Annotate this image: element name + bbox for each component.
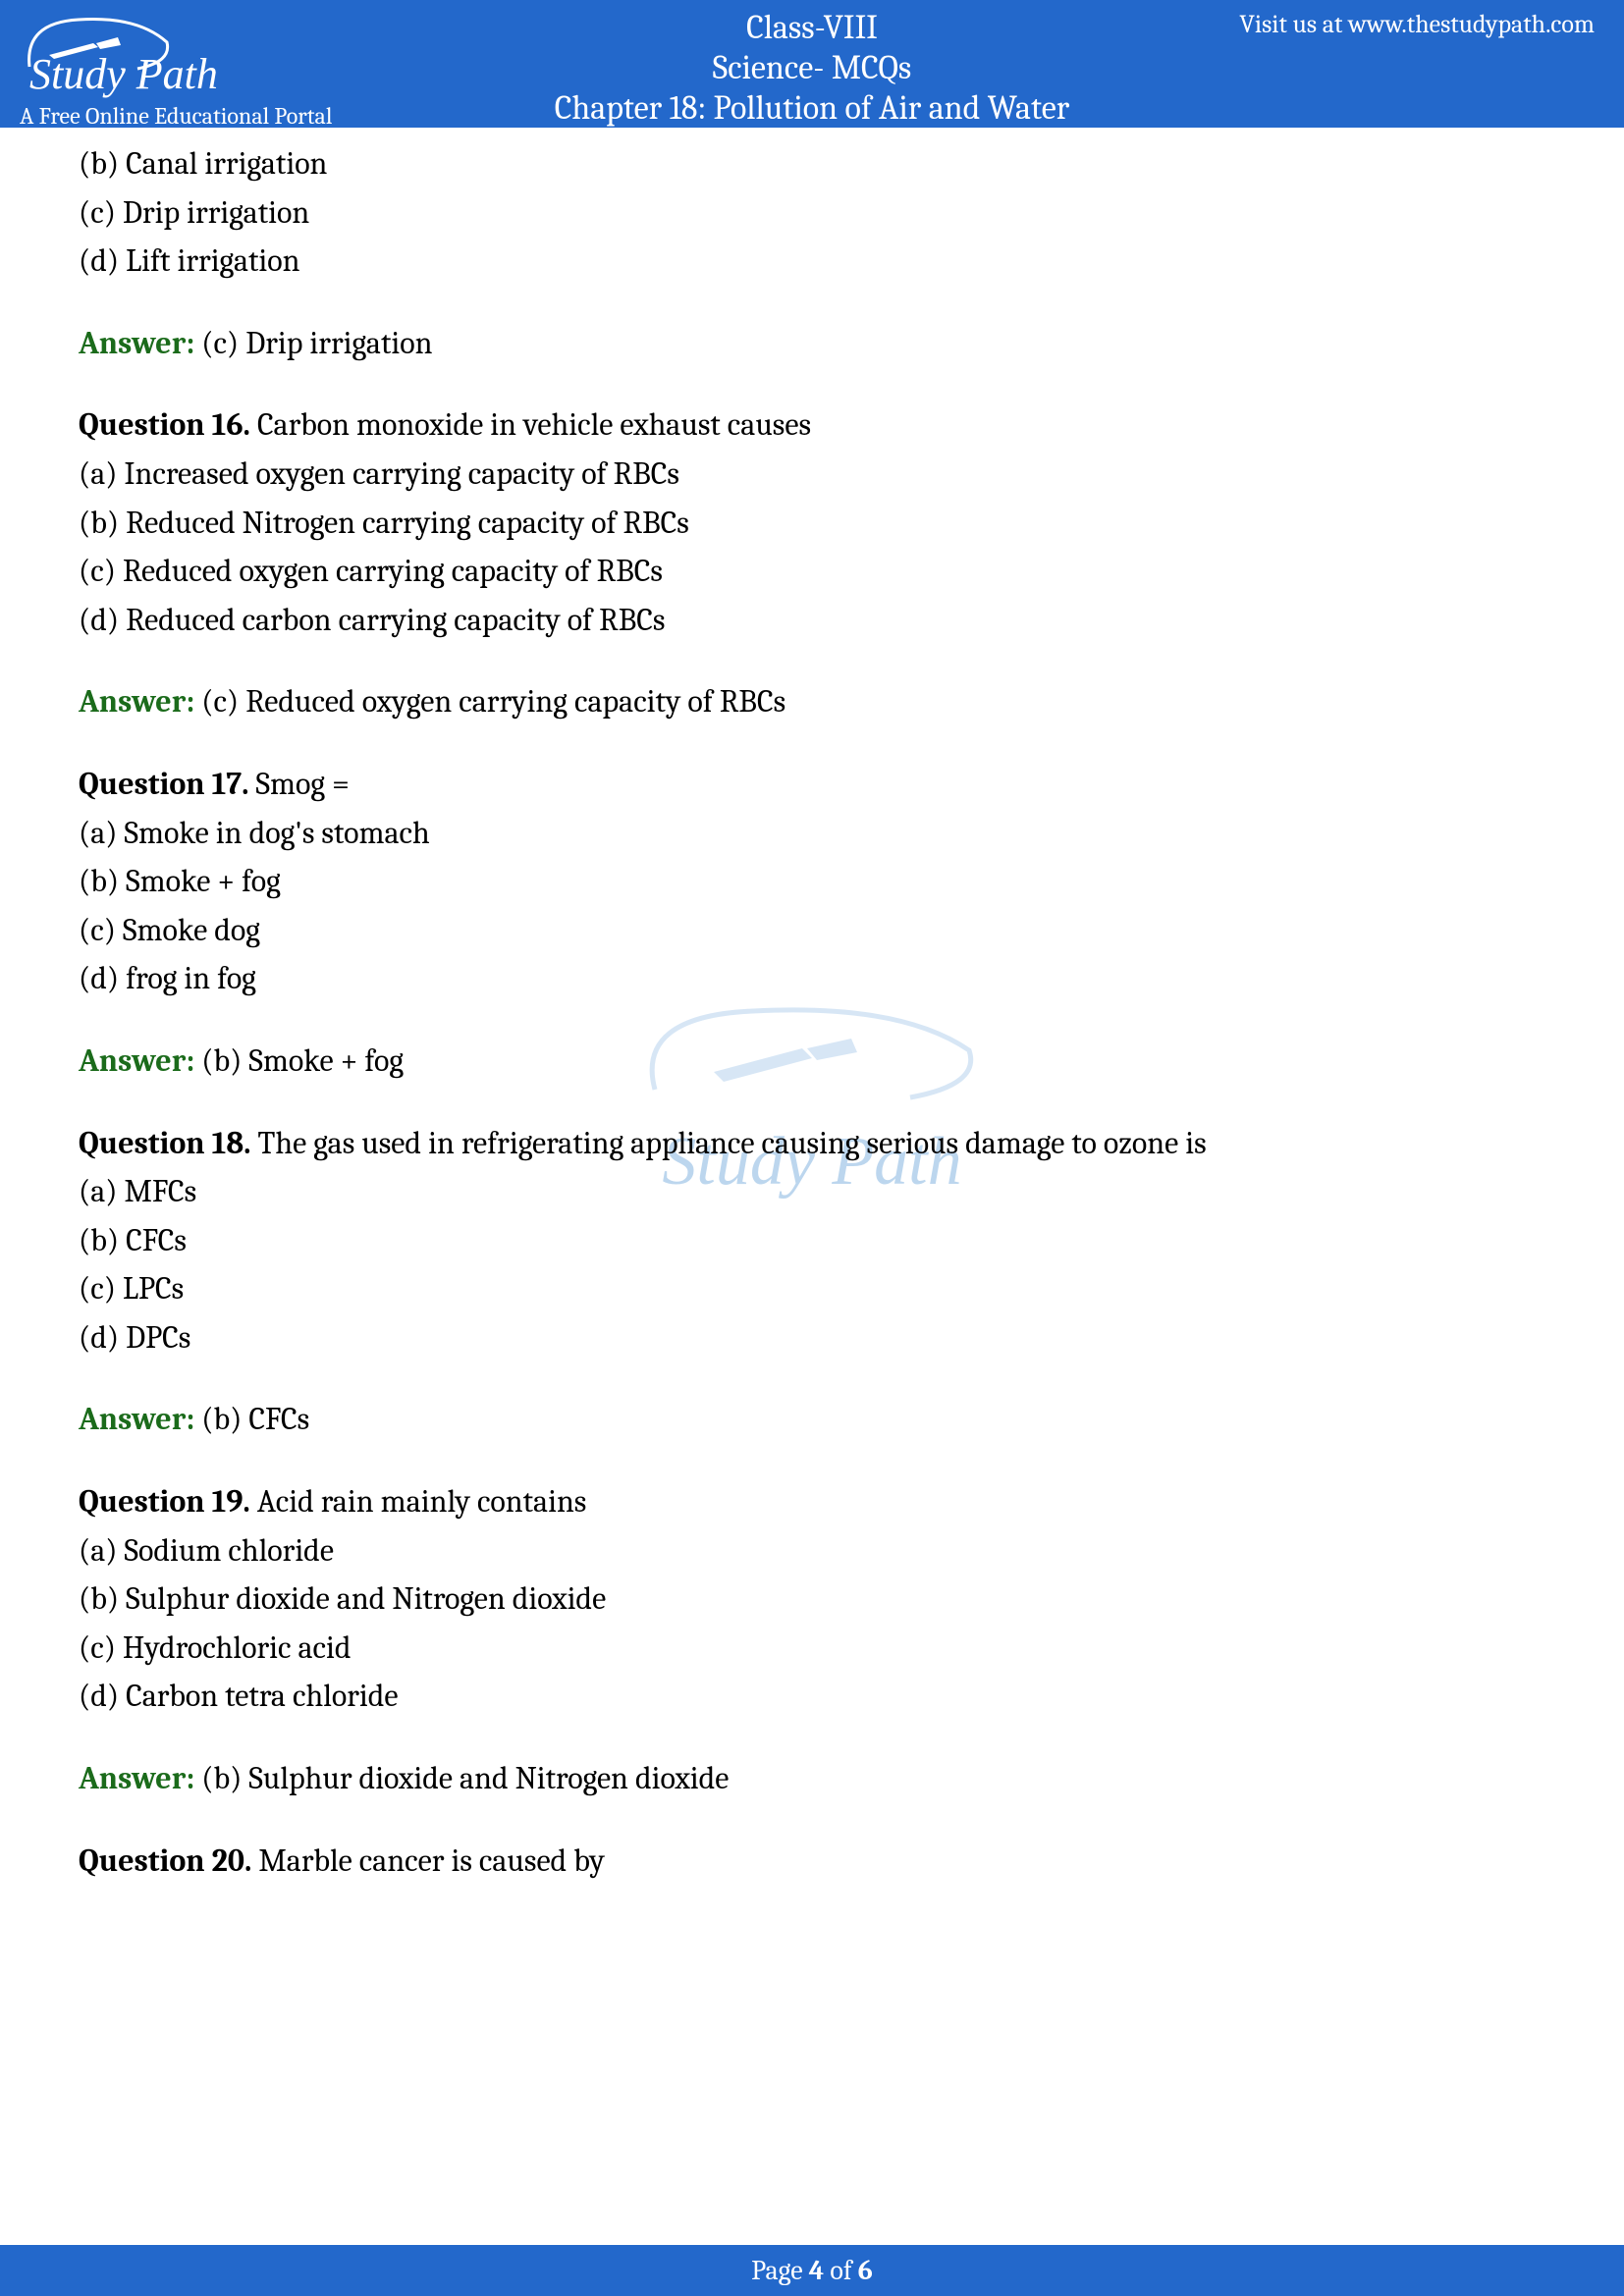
answer-label: Answer: xyxy=(79,683,194,720)
answer-text: (c) Reduced oxygen carrying capacity of … xyxy=(194,683,785,720)
option: (c) LPCs xyxy=(79,1264,1545,1313)
question-block: Question 20. Marble cancer is caused by xyxy=(79,1837,1545,1886)
page-footer: Page 4 of 6 xyxy=(0,2245,1624,2296)
question-text: Smog = xyxy=(256,766,350,802)
option: (a) Smoke in dog's stomach xyxy=(79,809,1545,858)
question-label: Question 19. xyxy=(79,1483,257,1520)
q15-continued: (b) Canal irrigation (c) Drip irrigation… xyxy=(79,139,1545,367)
question-line: Question 20. Marble cancer is caused by xyxy=(79,1837,1545,1886)
page-total: 6 xyxy=(858,2255,873,2286)
chapter-line: Chapter 18: Pollution of Air and Water xyxy=(555,88,1069,129)
option: (c) Reduced oxygen carrying capacity of … xyxy=(79,547,1545,596)
question-text: Marble cancer is caused by xyxy=(258,1842,604,1879)
answer-text: (b) Smoke + fog xyxy=(194,1042,404,1079)
question-line: Question 16. Carbon monoxide in vehicle … xyxy=(79,400,1545,450)
answer-label: Answer: xyxy=(79,1401,194,1437)
option: (b) Sulphur dioxide and Nitrogen dioxide xyxy=(79,1575,1545,1624)
answer-line: Answer: (b) Smoke + fog xyxy=(79,1037,1545,1086)
page-word: Page xyxy=(751,2255,809,2286)
question-text: The gas used in refrigerating appliance … xyxy=(258,1125,1207,1161)
question-label: Question 20. xyxy=(79,1842,258,1879)
question-label: Question 18. xyxy=(79,1125,258,1161)
question-line: Question 19. Acid rain mainly contains xyxy=(79,1477,1545,1526)
content-area: (b) Canal irrigation (c) Drip irrigation… xyxy=(0,128,1624,1885)
option: (c) Drip irrigation xyxy=(79,188,1545,238)
question-block: Question 16. Carbon monoxide in vehicle … xyxy=(79,400,1545,726)
option: (a) Increased oxygen carrying capacity o… xyxy=(79,450,1545,499)
answer-label: Answer: xyxy=(79,1042,194,1079)
question-line: Question 18. The gas used in refrigerati… xyxy=(79,1119,1545,1168)
answer-label: Answer: xyxy=(79,325,194,361)
logo-brand-text: Study Path xyxy=(29,49,218,99)
answer-line: Answer: (b) CFCs xyxy=(79,1395,1545,1444)
logo-subtitle: A Free Online Educational Portal xyxy=(20,102,332,130)
answer-line: Answer: (c) Reduced oxygen carrying capa… xyxy=(79,677,1545,726)
question-block: Question 18. The gas used in refrigerati… xyxy=(79,1119,1545,1445)
option: (d) Carbon tetra chloride xyxy=(79,1672,1545,1721)
option: (a) MFCs xyxy=(79,1167,1545,1216)
answer-text: (b) Sulphur dioxide and Nitrogen dioxide xyxy=(194,1760,729,1796)
question-label: Question 17. xyxy=(79,766,256,802)
answer-line: Answer: (c) Drip irrigation xyxy=(79,319,1545,368)
page-header: Study Path A Free Online Educational Por… xyxy=(0,0,1624,128)
option: (c) Hydrochloric acid xyxy=(79,1624,1545,1673)
option: (d) Lift irrigation xyxy=(79,237,1545,286)
of-word: of xyxy=(824,2255,858,2286)
option: (d) frog in fog xyxy=(79,954,1545,1003)
answer-label: Answer: xyxy=(79,1760,194,1796)
question-label: Question 16. xyxy=(79,406,257,443)
question-text: Acid rain mainly contains xyxy=(257,1483,587,1520)
answer-text: (c) Drip irrigation xyxy=(194,325,432,361)
option: (a) Sodium chloride xyxy=(79,1526,1545,1575)
question-text: Carbon monoxide in vehicle exhaust cause… xyxy=(257,406,811,443)
option: (c) Smoke dog xyxy=(79,906,1545,955)
question-line: Question 17. Smog = xyxy=(79,760,1545,809)
visit-link[interactable]: Visit us at www.thestudypath.com xyxy=(1239,10,1595,39)
option: (b) Canal irrigation xyxy=(79,139,1545,188)
option: (b) Smoke + fog xyxy=(79,857,1545,906)
page-current: 4 xyxy=(809,2255,824,2286)
option: (d) Reduced carbon carrying capacity of … xyxy=(79,596,1545,645)
class-line: Class-VIII xyxy=(555,8,1069,48)
subject-line: Science- MCQs xyxy=(555,48,1069,88)
answer-line: Answer: (b) Sulphur dioxide and Nitrogen… xyxy=(79,1754,1545,1803)
header-center: Class-VIII Science- MCQs Chapter 18: Pol… xyxy=(555,8,1069,128)
option: (d) DPCs xyxy=(79,1313,1545,1362)
option: (b) CFCs xyxy=(79,1216,1545,1265)
logo-area: Study Path A Free Online Educational Por… xyxy=(20,8,432,90)
question-block: Question 19. Acid rain mainly contains(a… xyxy=(79,1477,1545,1803)
answer-text: (b) CFCs xyxy=(194,1401,309,1437)
question-block: Question 17. Smog =(a) Smoke in dog's st… xyxy=(79,760,1545,1086)
option: (b) Reduced Nitrogen carrying capacity o… xyxy=(79,499,1545,548)
